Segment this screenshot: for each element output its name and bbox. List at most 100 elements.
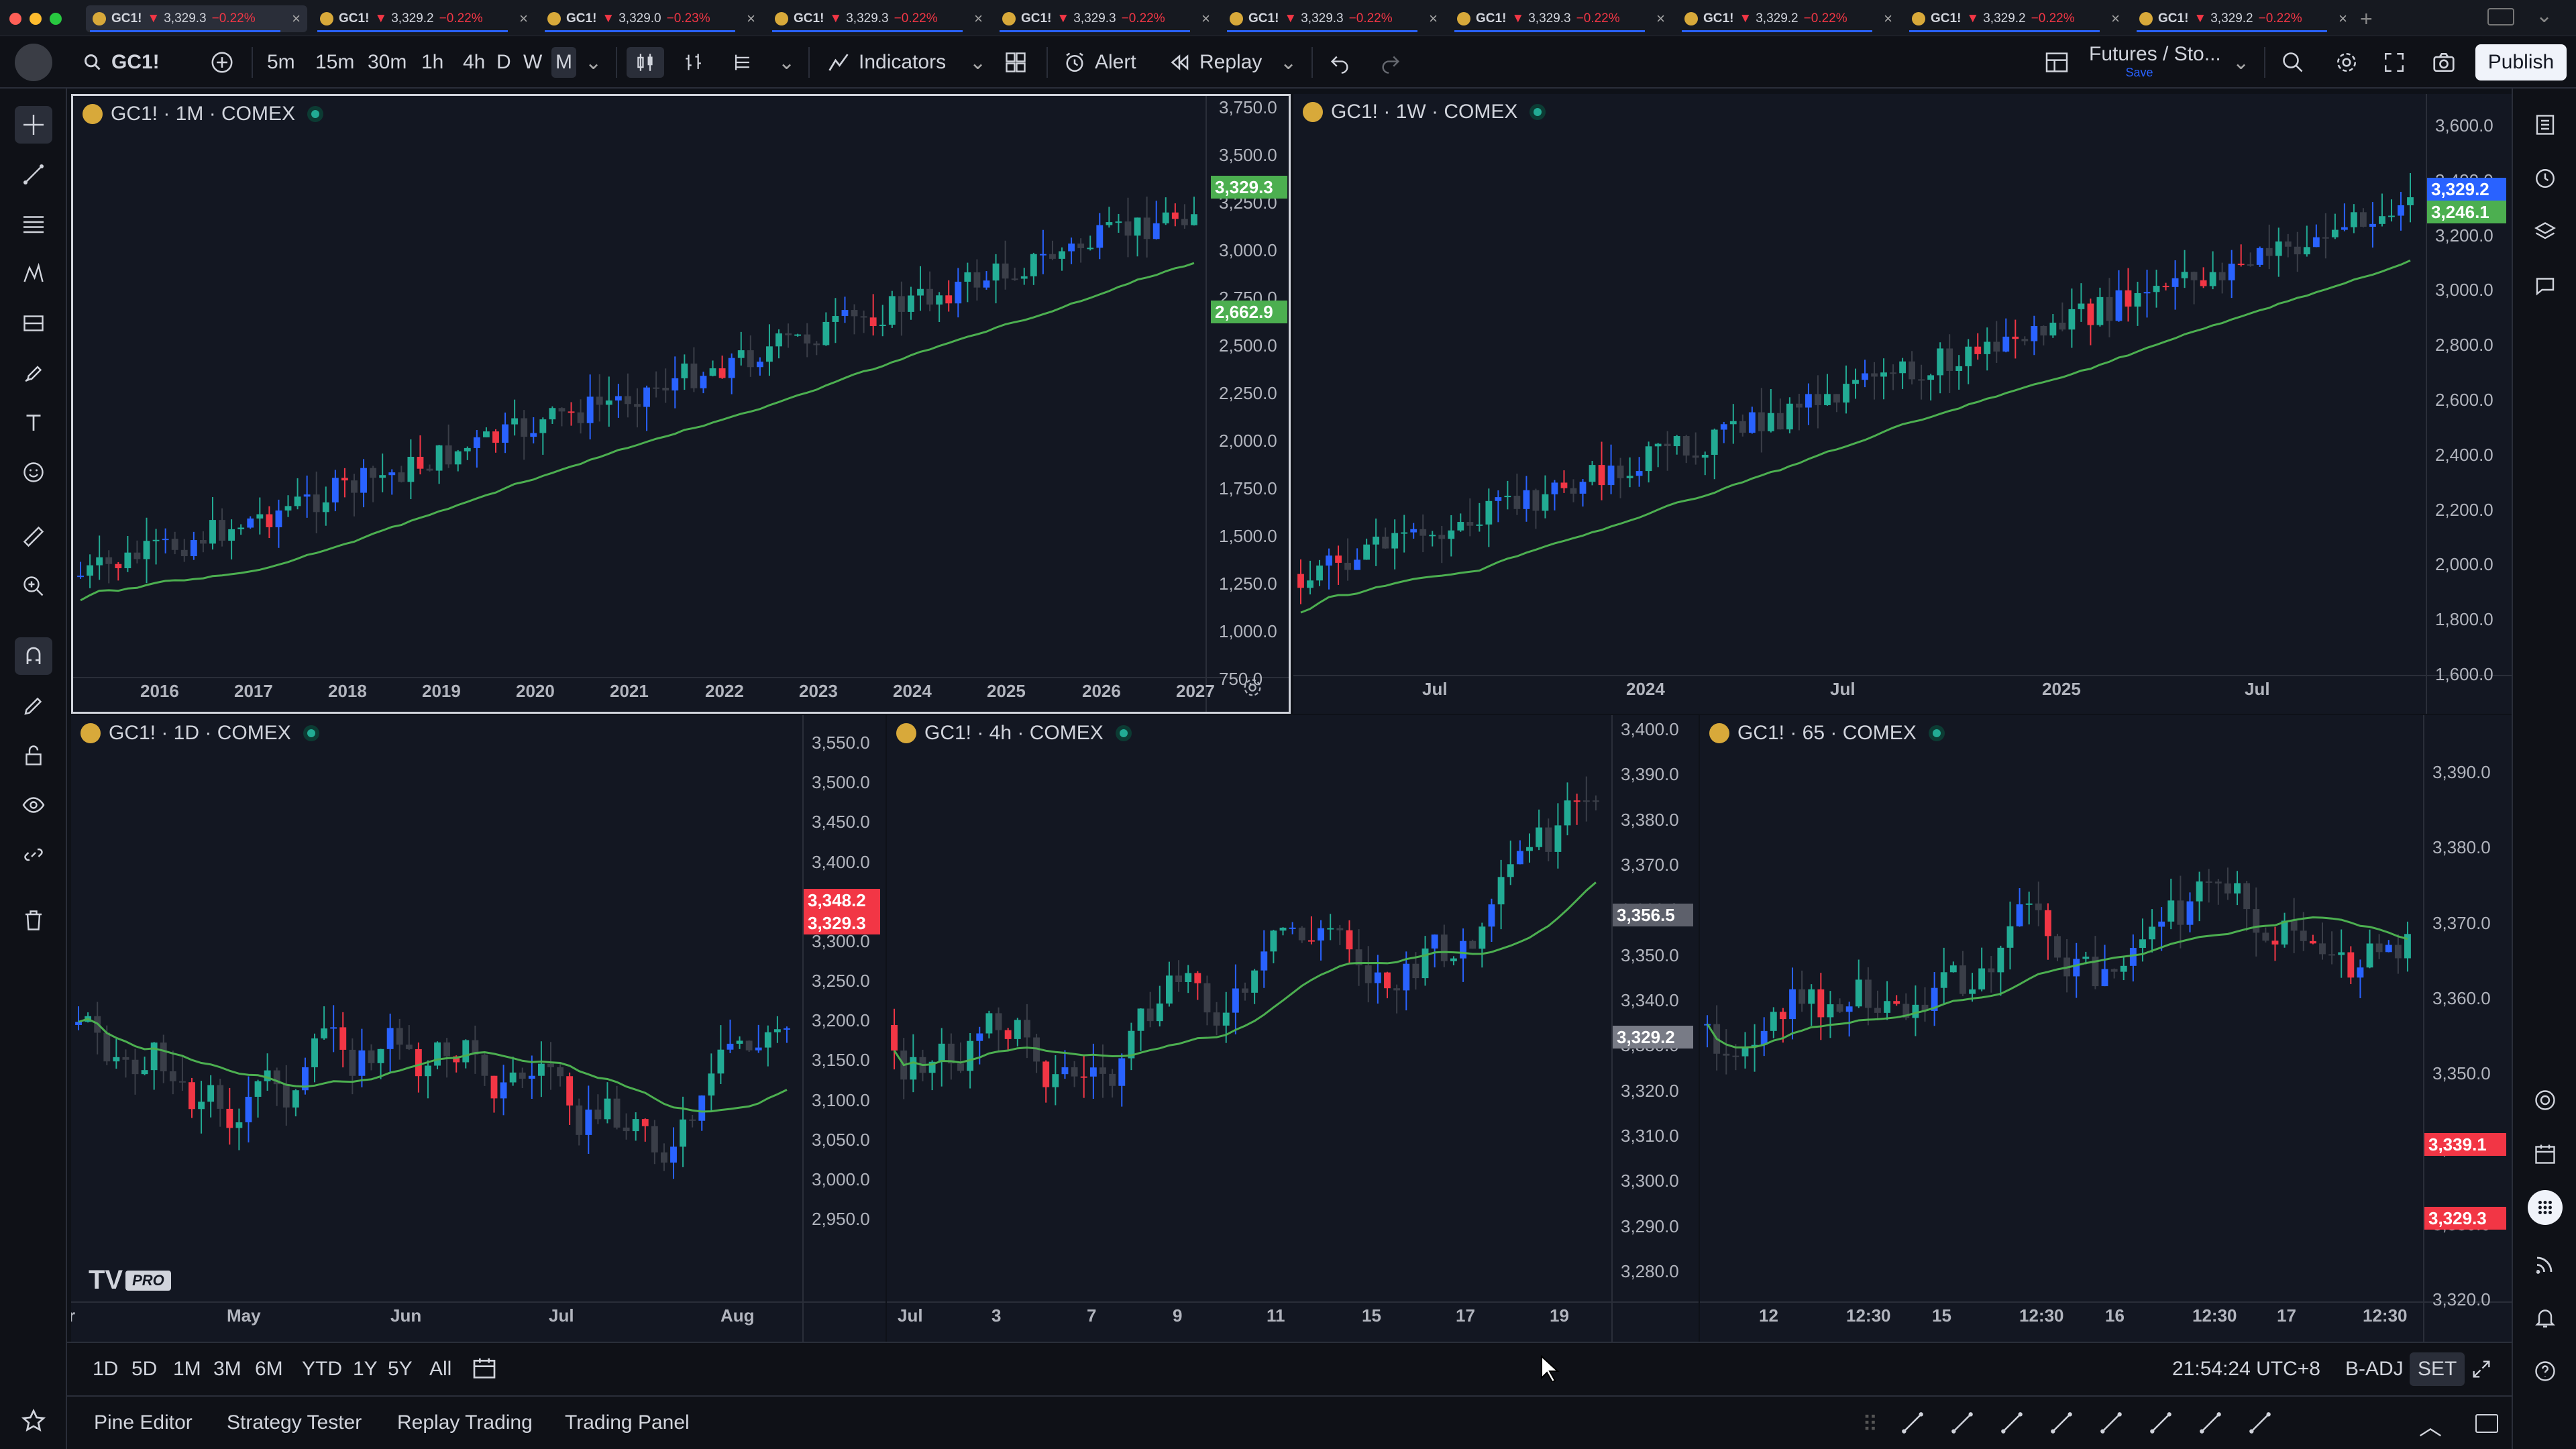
range-1D[interactable]: 1D: [93, 1358, 119, 1380]
chevron-down-icon[interactable]: ⌄: [1280, 51, 1297, 74]
axis-settings-gear-icon[interactable]: [1242, 677, 1263, 702]
trend-line-icon[interactable]: [15, 156, 52, 193]
link-icon[interactable]: [15, 836, 52, 873]
indicators-templates-icon[interactable]: [731, 47, 754, 78]
zoom-window-button[interactable]: [50, 13, 62, 25]
tab-close-icon[interactable]: ×: [747, 10, 755, 27]
crosshair-cursor-icon[interactable]: [15, 106, 52, 144]
price-axis[interactable]: [1205, 96, 1289, 712]
tab-close-icon[interactable]: ×: [1201, 10, 1210, 27]
forecast-tool-icon[interactable]: [15, 305, 52, 342]
curve-icon[interactable]: [1949, 1410, 1975, 1436]
range-All[interactable]: All: [429, 1358, 452, 1380]
price-axis[interactable]: [2426, 94, 2512, 714]
chevron-down-icon[interactable]: ⌄: [778, 51, 796, 74]
chart-pane[interactable]: GC1! · 1D · COMEX 3,550.0 3,500.0 3,450.0 3,…: [71, 715, 885, 1342]
broadcast-signal-icon[interactable]: [2526, 1245, 2564, 1283]
symbol-search[interactable]: GC1!: [83, 47, 204, 78]
camera-snapshot-icon[interactable]: [2431, 47, 2457, 78]
browser-tab[interactable]: GC1! ▼ 3,329.2 −0.22% ×: [313, 5, 535, 32]
goto-date-calendar-icon[interactable]: [471, 1355, 498, 1385]
interval-W[interactable]: W: [523, 51, 543, 73]
fib-retracement-icon[interactable]: [15, 205, 52, 243]
chart-legend[interactable]: GC1! · 1W · COMEX: [1303, 101, 1546, 123]
chart-pane[interactable]: GC1! · 1M · COMEX 3,750.0 3,500.0 3,250.0 3,…: [71, 94, 1291, 714]
trash-icon[interactable]: [15, 902, 52, 939]
interval-4h[interactable]: 4h: [463, 51, 486, 73]
browser-tab[interactable]: GC1! ▼ 3,329.2 −0.22% ×: [1905, 5, 2127, 32]
pattern-tool-icon[interactable]: [15, 255, 52, 292]
undo-icon[interactable]: [1328, 47, 1351, 78]
panel-maximize-icon[interactable]: [2475, 1414, 2498, 1433]
interval-1h[interactable]: 1h: [421, 51, 444, 73]
watchlist-icon[interactable]: [2526, 106, 2564, 144]
new-tab-icon[interactable]: +: [2360, 7, 2373, 31]
drag-handle-icon[interactable]: ⠿: [1862, 1412, 1878, 1436]
candlestick-series[interactable]: [76, 156, 1199, 650]
adjustment-toggle[interactable]: B-ADJ: [2345, 1358, 2404, 1380]
tab-close-icon[interactable]: ×: [292, 10, 301, 27]
chart-legend[interactable]: GC1! · 4h · COMEX: [896, 722, 1132, 745]
tab-close-icon[interactable]: ×: [2339, 10, 2347, 27]
minimize-window-button[interactable]: [30, 13, 42, 25]
browser-tab[interactable]: GC1! ▼ 3,329.3 −0.22% ×: [86, 5, 307, 32]
range-6M[interactable]: 6M: [255, 1358, 283, 1380]
maximize-icon[interactable]: [2470, 1358, 2493, 1384]
object-tree-layers-icon[interactable]: [2526, 213, 2564, 251]
stay-in-drawing-mode-icon[interactable]: [15, 687, 52, 724]
tab-close-icon[interactable]: ×: [1656, 10, 1665, 27]
bars-chart-type-icon[interactable]: [683, 47, 706, 78]
footer-tab[interactable]: Trading Panel: [565, 1411, 690, 1434]
range-3M[interactable]: 3M: [213, 1358, 241, 1380]
chevron-down-icon[interactable]: ⌄: [2536, 5, 2553, 27]
trend-line-icon[interactable]: [1900, 1410, 1925, 1436]
fib-icon[interactable]: [2049, 1410, 2074, 1436]
chart-legend[interactable]: GC1! · 1D · COMEX: [80, 722, 319, 745]
layout-grid-icon[interactable]: [1004, 47, 1028, 78]
text-tool-icon[interactable]: [15, 404, 52, 441]
alerts-clock-icon[interactable]: [2526, 160, 2564, 197]
close-window-button[interactable]: [9, 13, 21, 25]
interval-dropdown-icon[interactable]: ⌄: [585, 51, 602, 74]
interval-5m[interactable]: 5m: [267, 51, 295, 73]
replay-button[interactable]: Replay: [1167, 47, 1262, 78]
tab-close-icon[interactable]: ×: [974, 10, 983, 27]
browser-tab[interactable]: GC1! ▼ 3,329.3 −0.22% ×: [1223, 5, 1444, 32]
tab-close-icon[interactable]: ×: [2111, 10, 2120, 27]
tab-close-icon[interactable]: ×: [1429, 10, 1438, 27]
price-axis[interactable]: [802, 715, 885, 1342]
browser-tab[interactable]: GC1! ▼ 3,329.3 −0.22% ×: [1450, 5, 1672, 32]
candlestick-series[interactable]: [890, 775, 1601, 1275]
chart-legend[interactable]: GC1! · 1M · COMEX: [83, 103, 324, 125]
price-axis[interactable]: [2423, 715, 2512, 1342]
browser-tab[interactable]: GC1! ▼ 3,329.3 −0.22% ×: [768, 5, 989, 32]
candlestick-series[interactable]: [1296, 154, 2415, 648]
chat-icon[interactable]: [2526, 267, 2564, 305]
path-icon[interactable]: [1999, 1410, 2025, 1436]
chart-legend[interactable]: GC1! · 65 · COMEX: [1709, 722, 1945, 745]
quick-search-icon[interactable]: [2281, 47, 2305, 78]
browser-tab[interactable]: GC1! ▼ 3,329.0 −0.23% ×: [541, 5, 762, 32]
footer-tab[interactable]: Replay Trading: [397, 1411, 533, 1434]
price-label-icon[interactable]: [2148, 1410, 2174, 1436]
browser-tab[interactable]: GC1! ▼ 3,329.2 −0.22% ×: [1678, 5, 1899, 32]
publish-button[interactable]: Publish: [2475, 44, 2567, 80]
fullscreen-icon[interactable]: [2383, 47, 2406, 78]
browser-tab[interactable]: GC1! ▼ 3,329.3 −0.22% ×: [996, 5, 1217, 32]
browser-tab[interactable]: GC1! ▼ 3,329.2 −0.22% ×: [2133, 5, 2354, 32]
lock-icon[interactable]: [15, 737, 52, 774]
magnet-icon[interactable]: [15, 637, 52, 675]
chevron-down-icon[interactable]: ⌄: [969, 51, 987, 74]
range-1M[interactable]: 1M: [173, 1358, 201, 1380]
compare-add-icon[interactable]: [209, 47, 235, 78]
chart-pane[interactable]: GC1! · 4h · COMEX 3,400.0 3,390.0 3,380.0 3,…: [887, 715, 1699, 1342]
layout-name-button[interactable]: Futures / Sto... Save: [2089, 43, 2237, 80]
range-5Y[interactable]: 5Y: [388, 1358, 413, 1380]
tab-close-icon[interactable]: ×: [519, 10, 528, 27]
chevron-up-icon[interactable]: ︿: [2419, 1415, 2442, 1440]
emoji-icon[interactable]: [15, 453, 52, 491]
candlestick-series[interactable]: [74, 775, 792, 1275]
notifications-bell-icon[interactable]: [2526, 1299, 2564, 1336]
candles-chart-type-icon[interactable]: [627, 47, 664, 78]
range-1Y[interactable]: 1Y: [353, 1358, 378, 1380]
